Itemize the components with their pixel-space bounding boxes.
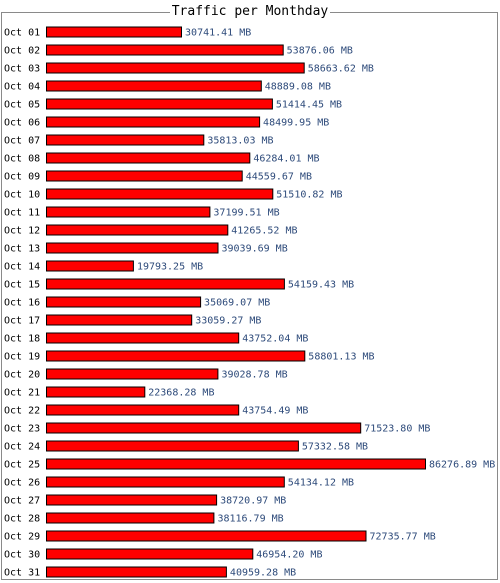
category-label: Oct 04 [4,82,40,93]
category-label: Oct 16 [4,298,40,309]
category-label: Oct 09 [4,172,40,183]
bar [46,152,251,164]
bar [46,242,219,254]
bar [46,134,205,146]
category-label: Oct 15 [4,280,40,291]
bar [46,494,218,506]
value-label: 46954.20 MB [256,550,322,561]
value-label: 86276.89 MB [429,460,495,471]
category-label: Oct 25 [4,460,40,471]
bar [46,260,134,272]
value-label: 71523.80 MB [364,424,430,435]
bar [46,440,299,452]
category-label: Oct 23 [4,424,40,435]
value-label: 44559.67 MB [246,172,312,183]
bar [46,476,285,488]
category-label: Oct 03 [4,64,40,75]
chart-title-text: Traffic per Monthday [169,4,331,19]
category-label: Oct 20 [4,370,40,381]
value-label: 22368.28 MB [148,388,214,399]
value-label: 53876.06 MB [287,46,353,57]
value-label: 48499.95 MB [263,118,329,129]
category-label: Oct 02 [4,46,40,57]
category-label: Oct 22 [4,406,40,417]
bar [46,332,240,344]
value-label: 37199.51 MB [213,208,279,219]
category-label: Oct 12 [4,226,40,237]
bar [46,404,240,416]
category-label: Oct 06 [4,118,40,129]
category-label: Oct 14 [4,262,40,273]
category-label: Oct 07 [4,136,40,147]
value-label: 46284.01 MB [253,154,319,165]
value-label: 38720.97 MB [220,496,286,507]
category-label: Oct 26 [4,478,40,489]
category-label: Oct 08 [4,154,40,165]
bar [46,44,284,56]
value-label: 35069.07 MB [204,298,270,309]
value-label: 57332.58 MB [302,442,368,453]
category-label: Oct 01 [4,28,40,39]
bar [46,206,211,218]
bar [46,422,362,434]
value-label: 51510.82 MB [276,190,342,201]
category-label: Oct 31 [4,568,40,579]
bar [46,62,305,74]
bar [46,278,285,290]
value-label: 39028.78 MB [221,370,287,381]
bar [46,314,193,326]
category-label: Oct 29 [4,532,40,543]
value-label: 48889.08 MB [265,82,331,93]
value-label: 43754.49 MB [242,406,308,417]
value-label: 41265.52 MB [231,226,297,237]
bar [46,116,261,128]
value-label: 58801.13 MB [308,352,374,363]
category-label: Oct 28 [4,514,40,525]
category-label: Oct 05 [4,100,40,111]
bar [46,458,426,470]
value-label: 72735.77 MB [370,532,436,543]
value-label: 35813.03 MB [207,136,273,147]
chart-title: Traffic per Monthday [0,4,500,20]
bar [46,386,146,398]
category-label: Oct 18 [4,334,40,345]
value-label: 54159.43 MB [288,280,354,291]
bar [46,98,273,110]
bar [46,188,274,200]
value-label: 54134.12 MB [288,478,354,489]
category-label: Oct 21 [4,388,40,399]
value-label: 38116.79 MB [217,514,283,525]
bar [46,80,262,92]
bar [46,512,215,524]
bar [46,368,219,380]
value-label: 43752.04 MB [242,334,308,345]
bar [46,224,229,236]
value-label: 51414.45 MB [276,100,342,111]
value-label: 39039.69 MB [221,244,287,255]
category-label: Oct 27 [4,496,40,507]
bar [46,26,182,38]
category-label: Oct 13 [4,244,40,255]
category-label: Oct 10 [4,190,40,201]
value-label: 30741.41 MB [185,28,251,39]
category-label: Oct 30 [4,550,40,561]
bar [46,548,254,560]
category-label: Oct 19 [4,352,40,363]
bar [46,566,227,578]
value-label: 19793.25 MB [137,262,203,273]
bar [46,350,306,362]
bar [46,296,202,308]
category-label: Oct 17 [4,316,40,327]
bar [46,530,367,542]
value-label: 33059.27 MB [195,316,261,327]
category-label: Oct 24 [4,442,40,453]
value-label: 40959.28 MB [230,568,296,579]
category-label: Oct 11 [4,208,40,219]
value-label: 58663.62 MB [308,64,374,75]
bar [46,170,243,182]
